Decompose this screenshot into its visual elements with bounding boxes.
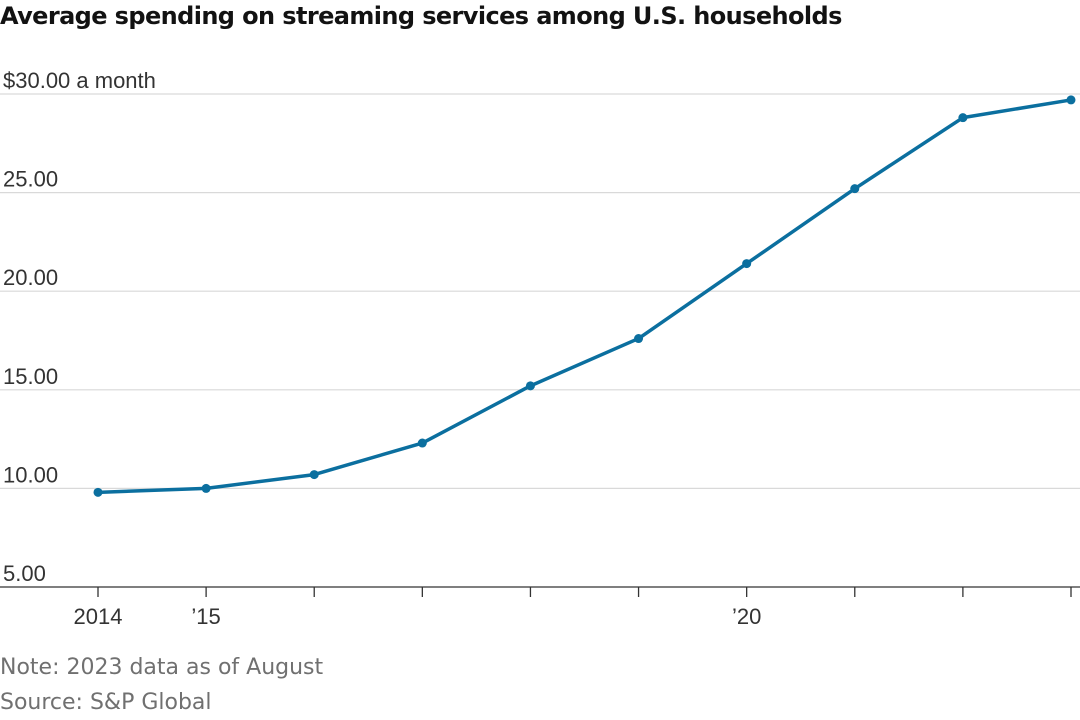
chart-source: Source: S&P Global (0, 690, 212, 715)
y-axis-labels: 5.00 10.00 15.00 20.00 25.00 $30.00 a month (3, 68, 156, 586)
data-point (417, 438, 427, 448)
data-point (201, 483, 211, 493)
data-point (1066, 95, 1076, 105)
data-point (93, 487, 103, 497)
series-spending (93, 95, 1076, 497)
x-tick-label: ’15 (191, 604, 220, 629)
chart-note: Note: 2023 data as of August (0, 655, 324, 680)
y-tick-label: 25.00 (3, 167, 58, 192)
y-tick-label: 20.00 (3, 265, 58, 290)
data-point (634, 334, 644, 344)
x-axis (0, 586, 1080, 597)
data-point (958, 113, 968, 123)
data-point (309, 470, 319, 480)
x-axis-labels: 2014 ’15 ’20 (74, 604, 762, 629)
y-tick-label: 10.00 (3, 462, 58, 487)
y-tick-label: 15.00 (3, 364, 58, 389)
gridlines (0, 93, 1080, 489)
data-point (525, 381, 535, 391)
data-point (850, 184, 860, 194)
x-tick-label: ’20 (732, 604, 761, 629)
y-tick-label: $30.00 a month (3, 68, 156, 93)
y-tick-label: 5.00 (3, 561, 46, 586)
chart-title: Average spending on streaming services a… (0, 2, 842, 30)
data-point (742, 259, 752, 269)
x-tick-label: 2014 (74, 604, 123, 629)
series-line (96, 98, 1073, 495)
